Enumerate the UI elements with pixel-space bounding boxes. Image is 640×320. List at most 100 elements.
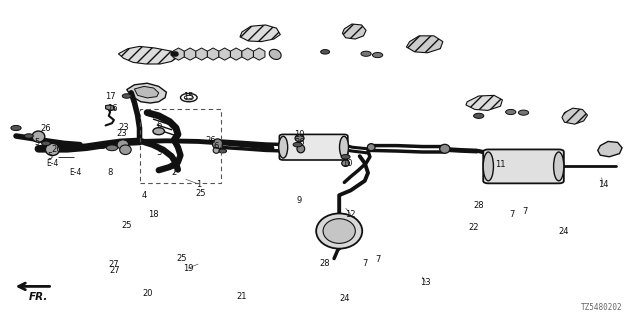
Text: 28: 28 [320, 259, 330, 268]
Polygon shape [240, 25, 280, 42]
Ellipse shape [213, 148, 220, 153]
Polygon shape [598, 141, 622, 157]
Text: 26: 26 [206, 136, 216, 145]
Circle shape [341, 155, 350, 159]
Circle shape [506, 109, 516, 115]
Text: 24: 24 [558, 227, 568, 236]
Polygon shape [196, 48, 207, 60]
Polygon shape [230, 48, 242, 60]
Polygon shape [219, 48, 230, 60]
Text: 7: 7 [509, 210, 515, 219]
Text: 5: 5 [35, 138, 40, 147]
Text: 23: 23 [119, 123, 129, 132]
Text: 7: 7 [522, 207, 527, 216]
Text: 26: 26 [51, 145, 61, 154]
Text: 20: 20 [142, 289, 152, 298]
Text: 4: 4 [141, 191, 147, 200]
Polygon shape [106, 105, 115, 110]
Polygon shape [134, 86, 159, 98]
Text: 26: 26 [41, 124, 51, 133]
Text: 24: 24 [339, 294, 349, 303]
Circle shape [219, 149, 227, 153]
Polygon shape [342, 24, 366, 39]
Circle shape [11, 125, 21, 131]
Ellipse shape [323, 219, 355, 243]
Text: 23: 23 [116, 129, 127, 138]
Circle shape [321, 50, 330, 54]
Polygon shape [406, 36, 443, 53]
FancyBboxPatch shape [483, 149, 564, 183]
Text: 12: 12 [346, 210, 356, 219]
Circle shape [42, 141, 51, 146]
FancyBboxPatch shape [280, 134, 348, 160]
Text: 14: 14 [598, 180, 608, 188]
Text: 8: 8 [108, 168, 113, 177]
Text: TZ5480202: TZ5480202 [580, 303, 622, 312]
Polygon shape [127, 83, 166, 103]
Ellipse shape [153, 128, 164, 135]
Text: 25: 25 [177, 254, 187, 263]
Ellipse shape [483, 152, 493, 181]
Circle shape [122, 94, 131, 98]
Circle shape [518, 110, 529, 115]
Text: 25: 25 [122, 221, 132, 230]
Ellipse shape [117, 140, 129, 149]
Ellipse shape [554, 152, 564, 181]
Text: 5: 5 [47, 152, 52, 161]
Text: 27: 27 [109, 260, 119, 269]
Text: E-4: E-4 [69, 168, 82, 177]
Circle shape [24, 134, 33, 138]
Ellipse shape [279, 136, 288, 158]
Ellipse shape [440, 144, 450, 153]
Text: 22: 22 [468, 223, 479, 232]
Text: 19: 19 [183, 264, 193, 273]
Ellipse shape [297, 145, 305, 153]
Ellipse shape [295, 135, 304, 142]
Text: 27: 27 [110, 266, 120, 275]
Polygon shape [242, 48, 253, 60]
Ellipse shape [269, 49, 281, 60]
Text: FR.: FR. [29, 292, 48, 302]
Circle shape [106, 145, 118, 151]
Text: 16: 16 [107, 104, 117, 113]
Polygon shape [466, 95, 502, 110]
Text: 6: 6 [214, 142, 219, 151]
Ellipse shape [120, 145, 131, 155]
Text: 28: 28 [474, 201, 484, 210]
Circle shape [474, 113, 484, 118]
Polygon shape [173, 48, 184, 60]
Text: 7: 7 [375, 255, 380, 264]
Text: 6: 6 [156, 121, 161, 130]
Text: 21: 21 [237, 292, 247, 301]
Ellipse shape [212, 139, 223, 149]
Ellipse shape [367, 144, 375, 151]
Polygon shape [118, 46, 178, 64]
Polygon shape [253, 48, 265, 60]
Text: 10: 10 [294, 130, 305, 139]
Text: 11: 11 [495, 160, 506, 169]
Text: E-4: E-4 [46, 159, 59, 168]
Text: 10: 10 [342, 159, 353, 168]
Text: 1: 1 [196, 180, 201, 188]
Ellipse shape [342, 160, 349, 166]
Polygon shape [207, 48, 219, 60]
Text: 9: 9 [297, 196, 302, 205]
Text: 15: 15 [184, 92, 194, 100]
Text: 7: 7 [362, 260, 367, 268]
Text: 13: 13 [420, 278, 431, 287]
Text: 26: 26 [294, 138, 305, 147]
Text: 17: 17 [105, 92, 115, 100]
Ellipse shape [45, 143, 60, 156]
Ellipse shape [316, 213, 362, 249]
Text: 3: 3 [156, 148, 161, 156]
Circle shape [293, 142, 302, 147]
Polygon shape [184, 48, 196, 60]
Circle shape [361, 51, 371, 56]
Ellipse shape [32, 131, 45, 142]
Polygon shape [562, 108, 588, 124]
Text: 25: 25 [195, 189, 205, 198]
Text: 2: 2 [172, 168, 177, 177]
Text: 18: 18 [148, 210, 159, 219]
Circle shape [372, 52, 383, 58]
Ellipse shape [339, 136, 349, 158]
